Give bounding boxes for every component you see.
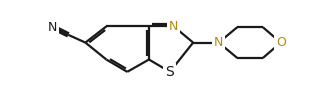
Text: N: N <box>48 21 57 34</box>
Text: S: S <box>166 65 174 79</box>
Text: O: O <box>276 36 286 49</box>
Text: N: N <box>169 20 178 33</box>
Text: N: N <box>214 36 223 49</box>
